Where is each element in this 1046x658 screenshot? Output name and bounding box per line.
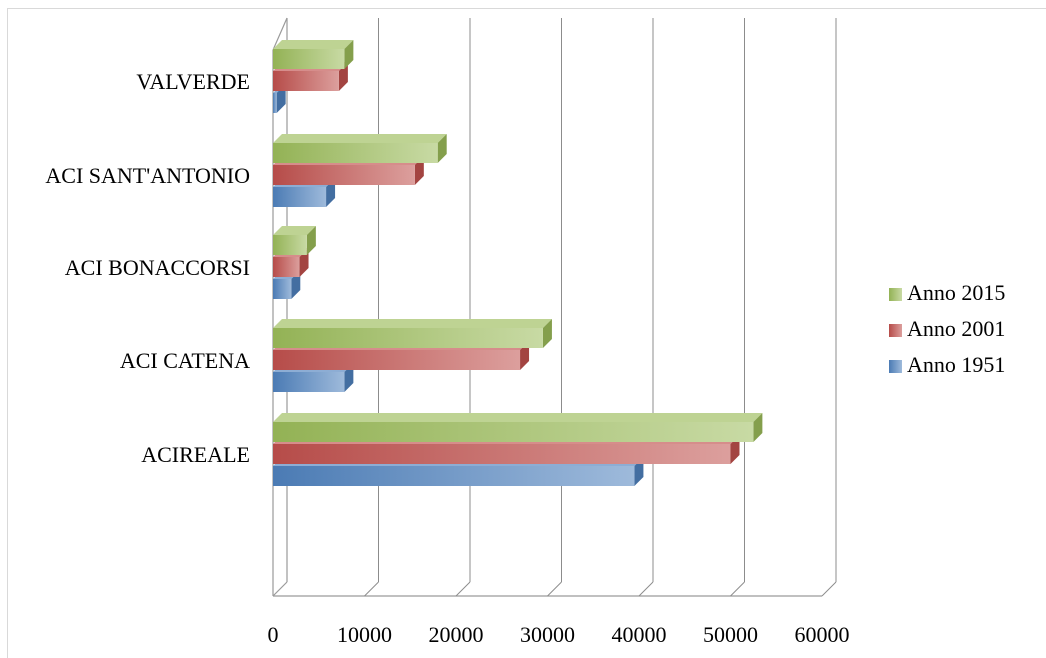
gridline-depth xyxy=(730,581,745,597)
legend: Anno 2015 Anno 2001 Anno 1951 xyxy=(889,280,1005,377)
legend-item: Anno 2001 xyxy=(889,316,1005,341)
legend-item: Anno 2015 xyxy=(889,280,1005,305)
x-tick-label: 10000 xyxy=(337,622,392,647)
gridline-depth xyxy=(364,581,379,597)
legend-swatch xyxy=(889,324,902,337)
gridline-depth xyxy=(638,581,654,597)
bar-anno-2015-aci-catena xyxy=(273,319,552,348)
chart-walls xyxy=(272,17,822,597)
x-tick-label: 20000 xyxy=(429,622,484,647)
legend-label: Anno 1951 xyxy=(907,352,1005,377)
x-tick-label: 50000 xyxy=(703,622,758,647)
category-label: ACI CATENA xyxy=(120,348,250,373)
gridline-depth xyxy=(455,581,471,597)
category-label: VALVERDE xyxy=(136,69,250,94)
bar-anno-2015-aci-sant-antonio xyxy=(273,134,447,163)
legend-item: Anno 1951 xyxy=(889,352,1005,377)
legend-swatch xyxy=(889,288,902,301)
legend-swatch xyxy=(889,360,902,373)
chart-bars xyxy=(273,40,763,486)
chart-gridlines xyxy=(364,18,837,597)
bar-anno-2015-valverde xyxy=(273,40,354,69)
chart-frame xyxy=(7,8,1046,658)
x-axis-tick-labels: 0 10000 20000 30000 40000 50000 60000 xyxy=(268,622,850,647)
x-tick-label: 40000 xyxy=(612,622,667,647)
bar-anno-2015-acireale xyxy=(273,413,763,442)
x-tick-label: 0 xyxy=(268,622,279,647)
category-labels: ACIREALE ACI CATENA ACI BONACCORSI ACI SANT… xyxy=(45,69,250,467)
gridline-depth xyxy=(547,581,562,597)
legend-label: Anno 2001 xyxy=(907,316,1005,341)
legend-label: Anno 2015 xyxy=(907,280,1005,305)
category-label: ACI BONACCORSI xyxy=(65,255,250,280)
gridline-depth xyxy=(821,581,837,597)
x-tick-label: 60000 xyxy=(795,622,850,647)
bar-anno-2015-aci-bonaccorsi xyxy=(273,226,316,255)
x-tick-label: 30000 xyxy=(520,622,575,647)
category-label: ACIREALE xyxy=(141,442,250,467)
category-label: ACI SANT'ANTONIO xyxy=(45,163,250,188)
